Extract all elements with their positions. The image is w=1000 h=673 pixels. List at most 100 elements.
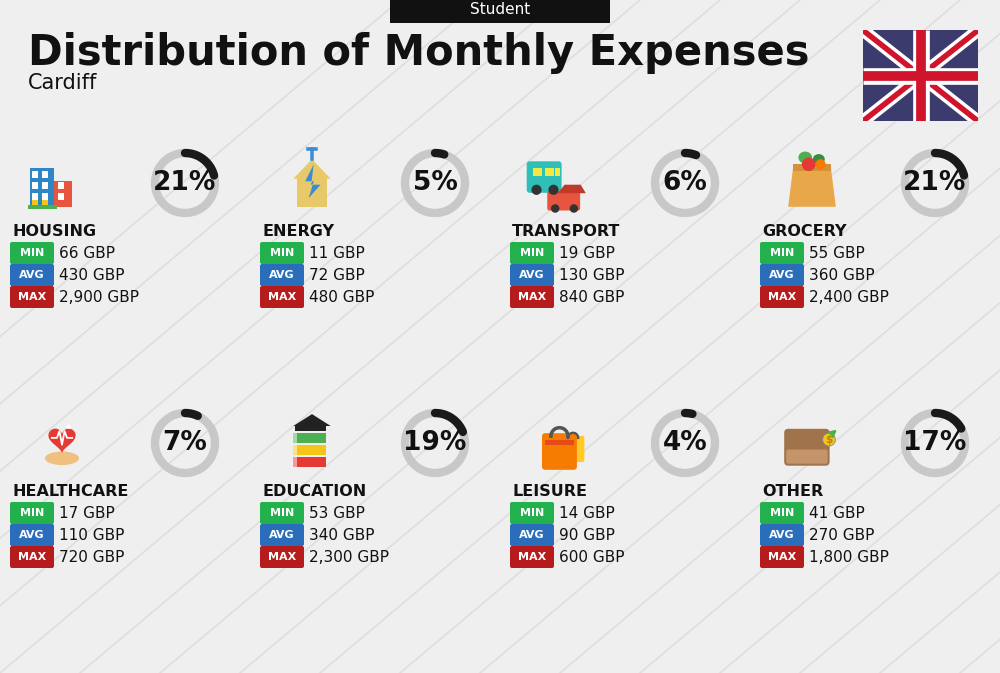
Ellipse shape <box>45 452 79 465</box>
Text: 130 GBP: 130 GBP <box>559 267 624 283</box>
FancyBboxPatch shape <box>760 242 804 264</box>
Text: HOUSING: HOUSING <box>12 223 96 238</box>
Text: MIN: MIN <box>270 248 294 258</box>
Circle shape <box>531 184 542 195</box>
Text: Student: Student <box>470 3 530 17</box>
Text: 7%: 7% <box>163 430 207 456</box>
Text: MAX: MAX <box>518 552 546 562</box>
Text: MAX: MAX <box>18 552 46 562</box>
Text: 600 GBP: 600 GBP <box>559 549 624 565</box>
Text: GROCERY: GROCERY <box>762 223 846 238</box>
FancyBboxPatch shape <box>260 286 304 308</box>
Bar <box>293 433 326 443</box>
FancyBboxPatch shape <box>760 546 804 568</box>
Text: MAX: MAX <box>768 292 796 302</box>
FancyBboxPatch shape <box>562 436 584 462</box>
Bar <box>555 168 560 176</box>
Text: LEISURE: LEISURE <box>512 483 587 499</box>
Text: 2,900 GBP: 2,900 GBP <box>59 289 139 304</box>
Text: MIN: MIN <box>270 508 294 518</box>
FancyBboxPatch shape <box>786 450 828 464</box>
FancyBboxPatch shape <box>10 524 54 546</box>
FancyBboxPatch shape <box>10 264 54 286</box>
Text: 66 GBP: 66 GBP <box>59 246 115 260</box>
FancyBboxPatch shape <box>260 264 304 286</box>
Text: TRANSPORT: TRANSPORT <box>512 223 620 238</box>
Text: 21%: 21% <box>153 170 217 196</box>
Bar <box>58 182 64 189</box>
Text: 430 GBP: 430 GBP <box>59 267 124 283</box>
Bar <box>32 193 38 200</box>
Bar <box>293 456 297 467</box>
Text: Distribution of Monthly Expenses: Distribution of Monthly Expenses <box>28 32 810 74</box>
FancyBboxPatch shape <box>760 502 804 524</box>
Text: 41 GBP: 41 GBP <box>809 505 865 520</box>
Text: MAX: MAX <box>18 292 46 302</box>
FancyBboxPatch shape <box>260 546 304 568</box>
FancyBboxPatch shape <box>547 191 580 211</box>
Bar <box>793 164 831 171</box>
Circle shape <box>815 160 826 170</box>
Text: 17 GBP: 17 GBP <box>59 505 115 520</box>
FancyBboxPatch shape <box>390 0 610 23</box>
Bar <box>295 426 326 431</box>
Bar <box>42 182 48 189</box>
Bar <box>293 445 326 455</box>
FancyBboxPatch shape <box>542 433 577 470</box>
Text: 360 GBP: 360 GBP <box>809 267 875 283</box>
FancyBboxPatch shape <box>260 502 304 524</box>
Text: MIN: MIN <box>20 248 44 258</box>
FancyBboxPatch shape <box>510 286 554 308</box>
FancyBboxPatch shape <box>260 242 304 264</box>
FancyBboxPatch shape <box>510 524 554 546</box>
Text: ENERGY: ENERGY <box>262 223 334 238</box>
Bar <box>30 168 54 207</box>
Text: HEALTHCARE: HEALTHCARE <box>12 483 128 499</box>
Text: MIN: MIN <box>520 508 544 518</box>
Bar <box>293 445 297 455</box>
Text: 110 GBP: 110 GBP <box>59 528 124 542</box>
Bar <box>32 200 38 207</box>
Ellipse shape <box>813 154 825 164</box>
Text: 5%: 5% <box>413 170 457 196</box>
Text: OTHER: OTHER <box>762 483 823 499</box>
Text: MAX: MAX <box>768 552 796 562</box>
Text: 270 GBP: 270 GBP <box>809 528 874 542</box>
Bar <box>68 424 70 429</box>
Text: 17%: 17% <box>903 430 967 456</box>
FancyBboxPatch shape <box>510 502 554 524</box>
Text: AVG: AVG <box>269 530 295 540</box>
Text: EDUCATION: EDUCATION <box>262 483 366 499</box>
Text: 2,400 GBP: 2,400 GBP <box>809 289 889 304</box>
Text: AVG: AVG <box>19 270 45 280</box>
FancyBboxPatch shape <box>10 286 54 308</box>
Circle shape <box>551 204 559 213</box>
FancyBboxPatch shape <box>760 264 804 286</box>
FancyBboxPatch shape <box>510 546 554 568</box>
Polygon shape <box>305 164 320 199</box>
Text: MAX: MAX <box>268 292 296 302</box>
Text: 21%: 21% <box>903 170 967 196</box>
Text: 11 GBP: 11 GBP <box>309 246 365 260</box>
FancyBboxPatch shape <box>10 502 54 524</box>
Text: Cardiff: Cardiff <box>28 73 97 93</box>
Text: AVG: AVG <box>269 270 295 280</box>
Bar <box>66 426 71 428</box>
Bar <box>28 205 57 209</box>
Text: 2,300 GBP: 2,300 GBP <box>309 549 389 565</box>
FancyBboxPatch shape <box>527 162 562 192</box>
FancyBboxPatch shape <box>510 242 554 264</box>
Text: MAX: MAX <box>268 552 296 562</box>
Text: 19%: 19% <box>403 430 467 456</box>
Text: $: $ <box>825 435 833 445</box>
Text: 55 GBP: 55 GBP <box>809 246 865 260</box>
Text: 840 GBP: 840 GBP <box>559 289 624 304</box>
FancyBboxPatch shape <box>510 264 554 286</box>
Bar <box>54 181 72 207</box>
FancyBboxPatch shape <box>760 524 804 546</box>
Polygon shape <box>48 429 76 453</box>
Ellipse shape <box>823 433 835 446</box>
Text: MIN: MIN <box>20 508 44 518</box>
Text: 14 GBP: 14 GBP <box>559 505 615 520</box>
Text: AVG: AVG <box>769 270 795 280</box>
